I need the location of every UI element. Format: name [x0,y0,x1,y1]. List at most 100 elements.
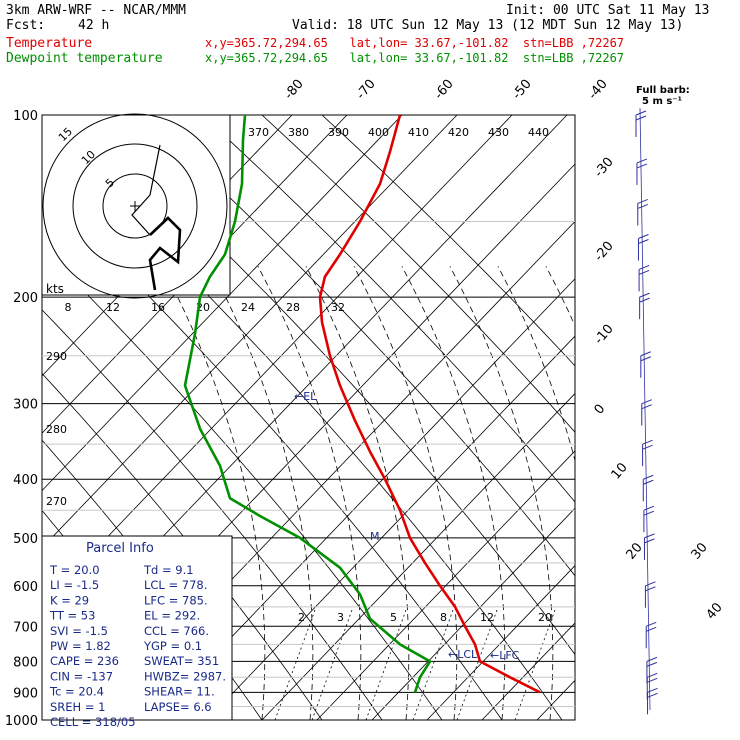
isotherm-line [42,115,513,606]
forecast-hour: 42 h [78,18,110,33]
isotherm-label: 10 [609,460,631,482]
pressure-label: 700 [13,620,38,635]
wind-barb-flag [644,533,655,539]
valid-time: Valid: 18 UTC Sun 12 May 13 (12 MDT Sun … [292,18,684,33]
dry-adiabat [261,115,575,433]
parcel-row-right: SWEAT= 351 [144,654,219,668]
sounding-lines [183,115,541,694]
wind-barb-flag [647,677,658,683]
wind-barb-flag [642,439,653,445]
wind-barb-flag [643,505,655,511]
isotherm-line [702,115,740,720]
isotherm-label: 40 [704,600,726,622]
isotherm-label: -50 [510,77,535,103]
theta-label: 400 [368,126,389,139]
isotherm-label: 0 [592,402,609,418]
isotherm-line [426,565,575,720]
wind-barb-flag [635,115,647,121]
hodograph: 5 10 15 kts [41,113,231,299]
isotherm-line [42,115,458,549]
wind-barb-flag [647,687,658,693]
dry-adiabat [42,248,443,720]
hodo-speed-label: 32 [331,301,345,314]
mixing-ratio-label: 20 [538,611,552,624]
wind-barb-flag [640,356,652,362]
pressure-label: 200 [13,291,38,306]
wind-barb-flag [640,351,652,357]
forecast-label: Fcst: [6,18,46,33]
parcel-row-left: PW = 1.82 [50,639,111,653]
wind-barb-flag [639,292,650,298]
parcel-row-left: SREH = 1 [50,700,105,714]
pressure-label: 400 [13,473,38,488]
isotherm-line [316,450,575,720]
wind-barb-flag [636,163,648,169]
isotherm-line [371,507,575,720]
wind-barb-flag [636,158,648,164]
isotherm-label: 20 [624,540,646,562]
hodo-units: kts [46,282,64,296]
wind-barb-flag [646,661,658,667]
wind-barb-flag [647,692,658,698]
hodo-ring-15 [42,113,228,299]
lcl-label: ←LCL [448,648,478,661]
wind-barb-flag [637,198,648,204]
el-label: ←EL [294,390,317,403]
pressure-label: 100 [13,109,38,124]
dewpoint-legend: Dewpoint temperature [6,51,163,66]
wind-barb-flag [645,581,656,587]
isotherm-label: -40 [586,77,611,103]
theta-labels: 370 380 390 400 410 420 430 440 290 280 270 [46,126,549,508]
wind-barb-flag [638,234,649,239]
wind-barb-flag [645,586,656,592]
wind-barb-flag [643,510,655,516]
pressure-labels: 100 200 300 400 500 600 700 800 900 1000 [5,109,38,729]
theta-label: 380 [288,126,309,139]
dry-adiabat [141,115,575,577]
hodo-speed-label: 8 [65,301,72,314]
hodo-speed-label: 24 [241,301,255,314]
barb-legend-line1: Full barb: [636,85,690,96]
theta-label: 440 [528,126,549,139]
parcel-row-right: LFC = 785. [144,593,208,607]
wind-barb-flag [641,404,652,410]
m-marker: M [370,530,380,543]
wind-barb-flag [639,297,650,303]
theta-label: 370 [248,126,269,139]
parcel-row-right: LCL = 778. [144,578,207,592]
mixing-ratio-label: 8 [440,611,447,624]
wind-barbs [635,107,658,715]
isotherm-line [206,335,575,720]
parcel-row-right: LAPSE= 6.6 [144,700,212,714]
theta-label: 410 [408,126,429,139]
pressure-label: 600 [13,580,38,595]
parcel-row-left: SVI = -1.5 [50,624,108,638]
theta-label: 430 [488,126,509,139]
isotherm-line [261,392,575,720]
isotherm-label: -70 [354,77,379,103]
parcel-info-title: Parcel Info [86,541,154,556]
mixing-ratio-label: 2 [298,611,305,624]
isotherm-line [592,115,740,720]
wind-barb-flag [641,399,652,405]
mixing-ratio-label: 12 [480,611,494,624]
dry-adiabat [42,309,383,720]
parcel-row-left: CIN = -137 [50,669,113,683]
isotherm-line [536,679,575,720]
parcel-row-right: HWBZ= 2987. [144,669,226,683]
parcel-row-left: CAPE = 236 [50,654,119,668]
dry-adiabat [201,115,575,503]
mixing-ratio-label: 3 [337,611,344,624]
hodo-trace-thick [148,216,182,291]
hodo-speed-label: 12 [106,301,120,314]
parcel-row-left: LI = -1.5 [50,578,99,592]
wind-barb-flag [638,264,650,270]
wind-barb-flag [643,474,654,480]
barb-axis [639,107,651,711]
lfc-label: ←LFC [490,649,520,662]
temperature-line [318,115,541,694]
hodo-ring-5 [102,173,168,239]
theta-label: 420 [448,126,469,139]
dewpoint-line [183,115,432,693]
